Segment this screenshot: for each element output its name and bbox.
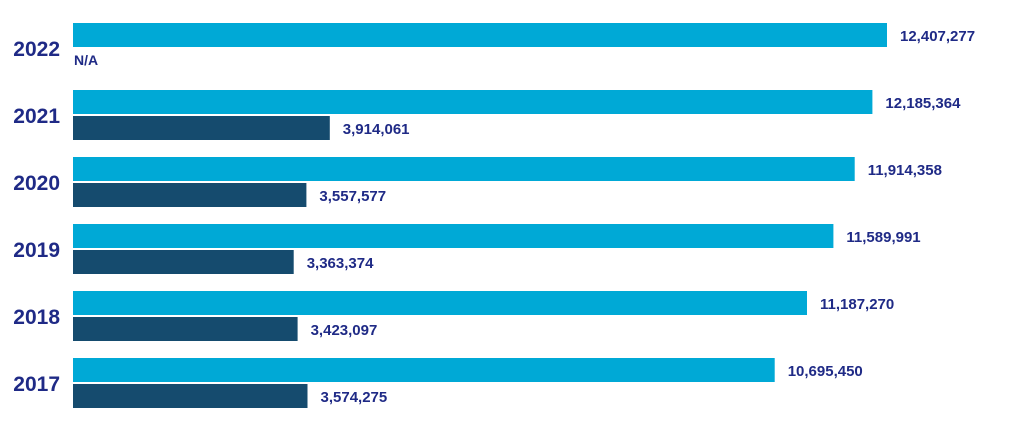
value-label: 3,557,577 <box>319 188 386 205</box>
bar-group-2017: 2017 10,695,450 3,574,275 <box>13 358 863 408</box>
bar-secondary <box>73 250 294 274</box>
year-label: 2018 <box>13 306 60 329</box>
year-label: 2019 <box>13 239 60 262</box>
value-label: 3,363,374 <box>307 255 374 272</box>
value-label: 12,185,364 <box>885 95 961 112</box>
year-label: 2017 <box>13 373 60 396</box>
year-label: 2022 <box>13 38 60 61</box>
bar-primary <box>73 291 807 315</box>
year-label: 2021 <box>13 105 60 128</box>
na-label: N/A <box>74 52 98 68</box>
bar-group-2019: 2019 11,589,991 3,363,374 <box>13 224 921 274</box>
bar-primary <box>73 224 834 248</box>
value-label: 11,914,358 <box>868 162 942 179</box>
year-label: 2020 <box>13 172 60 195</box>
value-label: 12,407,277 <box>900 28 975 45</box>
bar-primary <box>73 358 775 382</box>
value-label: 11,187,270 <box>820 296 894 313</box>
value-label: 11,589,991 <box>846 229 920 246</box>
value-label: 3,574,275 <box>321 389 388 406</box>
bar-secondary <box>73 384 308 408</box>
value-label: 3,423,097 <box>311 322 378 339</box>
bar-primary <box>73 90 873 114</box>
bar-secondary <box>73 183 307 207</box>
bar-secondary <box>73 317 298 341</box>
value-label: 10,695,450 <box>788 363 863 380</box>
bar-group-2021: 2021 12,185,364 3,914,061 <box>13 90 961 140</box>
bar-primary <box>73 23 887 47</box>
bar-group-2022: 2022 12,407,277 N/A <box>13 23 975 68</box>
bar-primary <box>73 157 855 181</box>
bar-secondary <box>73 116 330 140</box>
value-label: 3,914,061 <box>343 121 410 138</box>
bar-group-2018: 2018 11,187,270 3,423,097 <box>13 291 894 341</box>
bar-group-2020: 2020 11,914,358 3,557,577 <box>13 157 942 207</box>
